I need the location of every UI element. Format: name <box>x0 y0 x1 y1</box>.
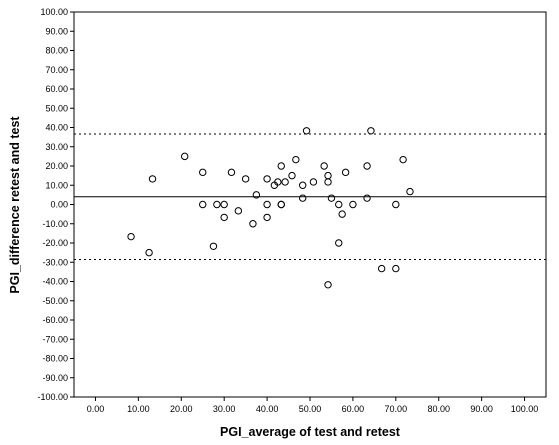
y-tick-label: -60.00 <box>42 315 68 325</box>
scatter-point <box>406 187 414 196</box>
y-tick-label: -10.00 <box>42 219 68 229</box>
scatter-point <box>299 181 307 189</box>
y-tick-label: 20.00 <box>45 161 68 171</box>
y-tick-label: 10.00 <box>45 180 68 190</box>
scatter-point <box>213 200 221 209</box>
scatter-point <box>367 127 375 135</box>
y-tick-label: 40.00 <box>45 123 68 133</box>
x-tick-label: 80.00 <box>427 404 450 414</box>
y-axis-title: PGI_difference retest and test <box>8 116 22 294</box>
y-tick-label: 60.00 <box>45 84 68 94</box>
x-tick-label: 100.00 <box>511 404 539 414</box>
scatter-point <box>241 175 250 183</box>
y-tick-label: -90.00 <box>42 373 68 383</box>
scatter-point <box>127 232 135 241</box>
x-axis-ticks: 0.00 10.00 20.00 30.00 40.00 50.00 60.00 70.00 8… <box>87 397 539 414</box>
scatter-point <box>338 210 346 218</box>
y-tick-label: -20.00 <box>42 238 68 248</box>
y-tick-label: -40.00 <box>42 277 68 287</box>
x-tick-label: 60.00 <box>342 404 365 414</box>
scatter-point <box>324 281 332 289</box>
scatter-point <box>199 200 207 209</box>
x-tick-label: 30.00 <box>213 404 236 414</box>
reference-lines <box>74 133 546 261</box>
scatter-point <box>363 194 371 202</box>
y-tick-label: -100.00 <box>37 392 68 402</box>
scatter-point <box>263 213 271 222</box>
y-tick-label: 30.00 <box>45 142 68 152</box>
scatter-point <box>252 191 261 199</box>
y-tick-label: -30.00 <box>42 257 68 267</box>
scatter-point <box>341 168 350 177</box>
scatter-point <box>327 194 336 202</box>
scatter-point <box>281 178 289 186</box>
scatter-point <box>309 178 318 186</box>
scatter-point <box>277 200 285 209</box>
scatter-point <box>324 178 332 186</box>
y-tick-label: 70.00 <box>45 65 68 75</box>
y-tick-label: 50.00 <box>45 103 68 113</box>
scatter-point <box>320 162 328 170</box>
scatter-point <box>274 178 282 186</box>
y-tick-label: 90.00 <box>45 26 68 36</box>
y-axis-ticks: 100.00 90.00 80.00 70.00 60.00 50.00 40.00 30.0… <box>37 7 74 402</box>
scatter-point <box>392 200 400 209</box>
x-tick-label: 70.00 <box>385 404 408 414</box>
x-tick-label: 0.00 <box>87 404 105 414</box>
scatter-point <box>363 162 371 170</box>
scatter-point <box>234 207 243 215</box>
y-tick-label: -50.00 <box>42 296 68 306</box>
scatter-point <box>288 171 296 180</box>
scatter-point <box>335 200 343 209</box>
scatter-point <box>277 162 285 170</box>
data-points <box>127 127 414 289</box>
scatter-point <box>349 200 357 209</box>
scatter-point <box>299 194 307 202</box>
scatter-point <box>335 239 343 247</box>
y-tick-label: -70.00 <box>42 334 68 344</box>
x-tick-label: 50.00 <box>299 404 322 414</box>
scatter-point <box>292 155 300 164</box>
scatter-point <box>220 200 228 209</box>
scatter-point <box>148 175 157 183</box>
scatter-point <box>392 264 400 273</box>
scatter-point <box>263 200 271 209</box>
x-tick-label: 20.00 <box>170 404 193 414</box>
scatter-point <box>181 152 189 161</box>
scatter-point <box>227 168 236 177</box>
y-tick-label: 80.00 <box>45 46 68 56</box>
scatter-point <box>399 155 407 164</box>
plot-area <box>73 11 547 398</box>
y-tick-label: 100.00 <box>40 7 68 17</box>
scatter-point <box>263 175 271 183</box>
scatter-point <box>209 242 218 250</box>
scatter-point <box>377 264 386 273</box>
scatter-point <box>302 127 311 135</box>
x-axis-title: PGI_average of test and retest <box>220 425 401 439</box>
scatter-point <box>220 213 228 222</box>
y-tick-label: -80.00 <box>42 354 68 364</box>
scatter-point <box>249 220 257 228</box>
scatter-point <box>199 168 207 177</box>
x-tick-label: 90.00 <box>470 404 493 414</box>
x-tick-label: 40.00 <box>256 404 279 414</box>
y-tick-label: 0.00 <box>50 200 68 210</box>
scatter-point <box>145 248 153 257</box>
x-tick-label: 10.00 <box>127 404 150 414</box>
